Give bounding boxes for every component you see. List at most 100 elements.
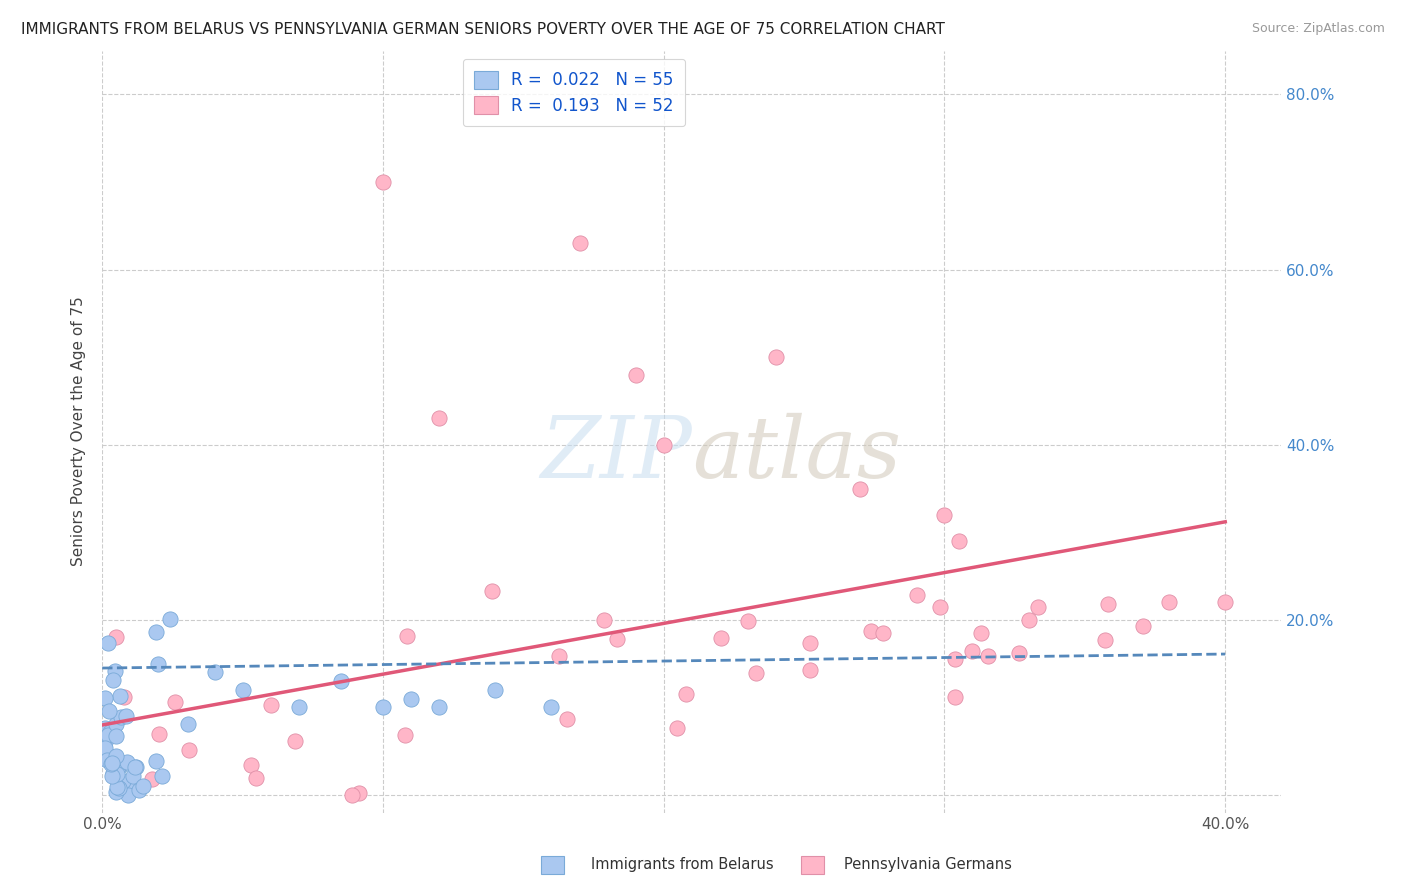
Point — [948, 534, 970, 549]
Point — [105, 729, 128, 743]
Point — [540, 700, 562, 714]
Point — [177, 717, 200, 731]
Text: IMMIGRANTS FROM BELARUS VS PENNSYLVANIA GERMAN SENIORS POVERTY OVER THE AGE OF 7: IMMIGRANTS FROM BELARUS VS PENNSYLVANIA … — [21, 22, 945, 37]
Point — [108, 689, 131, 703]
Point — [94, 735, 117, 749]
Point — [101, 756, 124, 770]
Point — [1007, 646, 1029, 660]
Point — [710, 631, 733, 645]
Point — [260, 698, 283, 713]
Point — [872, 626, 894, 640]
Point — [481, 583, 503, 598]
Point — [107, 759, 129, 773]
Point — [1213, 595, 1236, 609]
Point — [555, 712, 578, 726]
Text: ZIP: ZIP — [540, 413, 692, 496]
Point — [111, 773, 134, 788]
Point — [145, 755, 167, 769]
Point — [97, 728, 120, 742]
Point — [105, 717, 128, 731]
Point — [101, 769, 124, 783]
Point — [117, 788, 139, 802]
Point — [101, 723, 124, 737]
Point — [132, 779, 155, 793]
Point — [765, 350, 787, 364]
Point — [148, 657, 170, 671]
Point — [905, 588, 928, 602]
Point — [849, 482, 872, 496]
Text: atlas: atlas — [692, 413, 901, 496]
Point — [94, 749, 117, 764]
Text: Pennsylvania Germans: Pennsylvania Germans — [844, 857, 1011, 872]
Point — [666, 721, 689, 735]
Point — [101, 765, 124, 780]
Point — [606, 632, 628, 646]
Point — [94, 691, 117, 706]
Point — [427, 700, 450, 714]
Point — [232, 682, 254, 697]
Point — [148, 727, 170, 741]
Point — [179, 742, 201, 756]
Point — [105, 631, 128, 645]
Point — [1026, 600, 1049, 615]
Point — [128, 783, 150, 797]
Text: Immigrants from Belarus: Immigrants from Belarus — [591, 857, 773, 872]
Point — [1018, 613, 1040, 627]
Point — [115, 756, 138, 770]
Point — [98, 749, 121, 764]
Point — [94, 721, 117, 735]
Text: Source: ZipAtlas.com: Source: ZipAtlas.com — [1251, 22, 1385, 36]
Point — [108, 759, 131, 773]
Point — [122, 769, 145, 783]
Point — [340, 788, 363, 802]
Point — [960, 643, 983, 657]
Point — [284, 734, 307, 748]
Point — [97, 635, 120, 649]
Point — [94, 740, 117, 755]
Point — [547, 649, 569, 664]
Point — [396, 629, 419, 643]
Legend: R =  0.022   N = 55, R =  0.193   N = 52: R = 0.022 N = 55, R = 0.193 N = 52 — [463, 59, 685, 127]
Point — [860, 624, 883, 639]
Point — [399, 691, 422, 706]
Point — [1094, 632, 1116, 647]
Point — [287, 700, 309, 714]
Point — [104, 785, 127, 799]
Point — [145, 624, 167, 639]
Point — [928, 600, 950, 615]
Point — [108, 780, 131, 795]
Point — [96, 753, 118, 767]
Point — [204, 665, 226, 680]
Point — [159, 612, 181, 626]
Point — [347, 786, 370, 800]
Point — [592, 613, 614, 627]
Point — [100, 756, 122, 771]
Point — [112, 690, 135, 704]
Point — [1159, 595, 1181, 609]
Point — [745, 665, 768, 680]
Point — [371, 175, 394, 189]
Point — [150, 769, 173, 783]
Point — [652, 438, 675, 452]
Point — [124, 760, 146, 774]
Point — [1132, 618, 1154, 632]
Point — [105, 767, 128, 781]
Point — [568, 236, 591, 251]
Point — [977, 648, 1000, 663]
Point — [934, 508, 956, 522]
Point — [163, 695, 186, 709]
Point — [624, 368, 647, 382]
Point — [120, 778, 142, 792]
Point — [943, 690, 966, 704]
Point — [484, 682, 506, 697]
Point — [329, 674, 352, 689]
Point — [115, 709, 138, 723]
Point — [104, 664, 127, 678]
Point — [1097, 597, 1119, 611]
Point — [141, 772, 163, 786]
Point — [104, 749, 127, 764]
Point — [394, 728, 416, 742]
Point — [675, 687, 697, 701]
Point — [125, 760, 148, 774]
Point — [105, 780, 128, 795]
